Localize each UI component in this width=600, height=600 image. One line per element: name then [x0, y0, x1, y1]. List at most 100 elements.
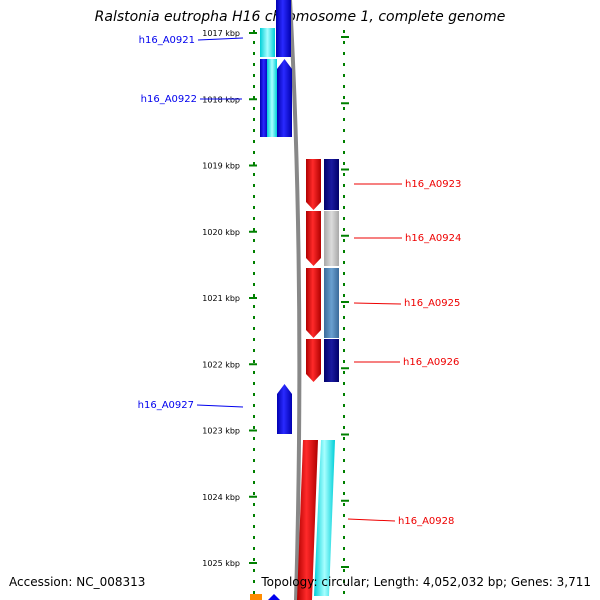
axis-tick-label: 1022 kbp — [202, 360, 240, 369]
left-tick-rail — [253, 382, 255, 385]
right-tick-rail — [343, 360, 345, 363]
left-tick-rail — [253, 206, 255, 209]
left-tick-rail — [253, 261, 255, 264]
gene-h16-a0928-cyan-band — [314, 440, 335, 596]
gene-h16-a0924-arrow — [306, 211, 321, 266]
left-tick-rail — [253, 305, 255, 308]
left-tick-rail — [253, 217, 255, 220]
axis-tick-label: 1021 kbp — [202, 294, 240, 303]
right-tick-rail — [343, 63, 345, 66]
left-tick-rail — [253, 129, 255, 132]
gene-h16-a0926-band — [324, 339, 339, 382]
right-tick-rail — [343, 404, 345, 407]
left-tick-rail — [253, 547, 255, 550]
gene-h16-a0922-cyan-band — [267, 59, 277, 137]
right-tick-rail — [343, 52, 345, 55]
right-tick-rail — [343, 228, 345, 231]
left-tick-rail — [253, 338, 255, 341]
axis-tick-label: 1020 kbp — [202, 228, 240, 237]
right-tick-rail — [343, 96, 345, 99]
right-tick-rail — [343, 30, 345, 33]
gene-label: h16_A0922 — [141, 94, 197, 105]
left-tick-rail — [253, 184, 255, 187]
left-tick-rail — [253, 250, 255, 253]
right-tick-rail — [343, 569, 345, 572]
axis-tick-right — [341, 102, 349, 105]
left-tick-rail — [253, 371, 255, 374]
partial-gene-orange — [250, 594, 262, 600]
gene-h16-a0922-blue-strip — [260, 59, 268, 137]
axis-tick-right — [341, 36, 349, 38]
left-tick-rail — [253, 514, 255, 517]
left-tick-rail — [253, 41, 255, 44]
gene-h16-a0925-band — [324, 268, 339, 338]
left-tick-rail — [253, 272, 255, 275]
gene-leader-line — [347, 518, 396, 522]
right-tick-rail — [343, 305, 345, 308]
gene-label: h16_A0921 — [139, 35, 195, 46]
gene-h16-a0928-red-band — [297, 440, 318, 600]
right-tick-rail — [343, 173, 345, 176]
right-tick-rail — [343, 481, 345, 484]
gene-label: h16_A0923 — [405, 179, 461, 190]
right-tick-rail — [343, 206, 345, 209]
left-tick-rail — [253, 360, 255, 363]
right-tick-rail — [343, 349, 345, 352]
gene-h16-a0922-arrow — [277, 59, 292, 137]
right-tick-rail — [343, 525, 345, 528]
left-tick-rail — [253, 525, 255, 528]
right-tick-rail — [343, 492, 345, 495]
left-tick-rail — [253, 107, 255, 110]
left-tick-rail — [253, 151, 255, 154]
axis-tick-label: 1019 kbp — [202, 162, 240, 171]
gene-h16-a0921-cyan-band — [260, 28, 275, 57]
axis-tick-left — [249, 297, 257, 299]
left-tick-rail — [253, 239, 255, 242]
left-tick-rail — [253, 415, 255, 418]
topology-summary: Topology: circular; Length: 4,052,032 bp… — [261, 575, 591, 589]
left-tick-rail — [253, 536, 255, 539]
left-tick-rail — [253, 316, 255, 319]
left-tick-rail — [253, 437, 255, 440]
right-tick-rail — [343, 382, 345, 385]
right-tick-rail — [343, 580, 345, 583]
right-tick-rail — [343, 470, 345, 473]
chromosome-backbone — [288, 0, 302, 600]
right-tick-rail — [343, 327, 345, 330]
right-tick-rail — [343, 558, 345, 561]
right-tick-rail — [343, 74, 345, 77]
right-tick-rail — [343, 338, 345, 341]
axis-tick-right — [341, 168, 349, 171]
right-tick-rail — [343, 459, 345, 462]
right-tick-rail — [343, 261, 345, 264]
axis-tick-right — [341, 367, 349, 370]
gene-h16-a0921-body — [276, 0, 291, 57]
right-tick-rail — [343, 393, 345, 396]
right-tick-rail — [343, 283, 345, 286]
right-tick-rail — [343, 118, 345, 121]
gene-label: h16_A0925 — [404, 298, 460, 309]
axis-tick-left — [249, 32, 257, 34]
left-tick-rail — [253, 569, 255, 572]
axis-tick-left — [249, 363, 257, 366]
gene-label: h16_A0926 — [403, 357, 459, 368]
gene-leader-line — [197, 37, 244, 41]
gene-label: h16_A0928 — [398, 516, 454, 527]
left-tick-rail — [253, 448, 255, 451]
right-tick-rail — [343, 547, 345, 550]
left-tick-rail — [253, 503, 255, 506]
left-tick-rail — [253, 393, 255, 396]
axis-tick-label: 1018 kbp — [202, 95, 240, 104]
gene-label: h16_A0927 — [138, 400, 194, 411]
accession-text: Accession: NC_008313 — [9, 575, 146, 589]
right-tick-rail — [343, 272, 345, 275]
right-tick-rail — [343, 239, 345, 242]
right-tick-rail — [343, 250, 345, 253]
right-tick-rail — [343, 536, 345, 539]
map-title: Ralstonia eutropha H16 chromosome 1, com… — [94, 9, 506, 25]
right-tick-rail — [343, 184, 345, 187]
left-tick-rail — [253, 30, 255, 33]
gene-h16-a0927-arrow — [277, 384, 292, 434]
axis-tick-left — [249, 495, 257, 498]
